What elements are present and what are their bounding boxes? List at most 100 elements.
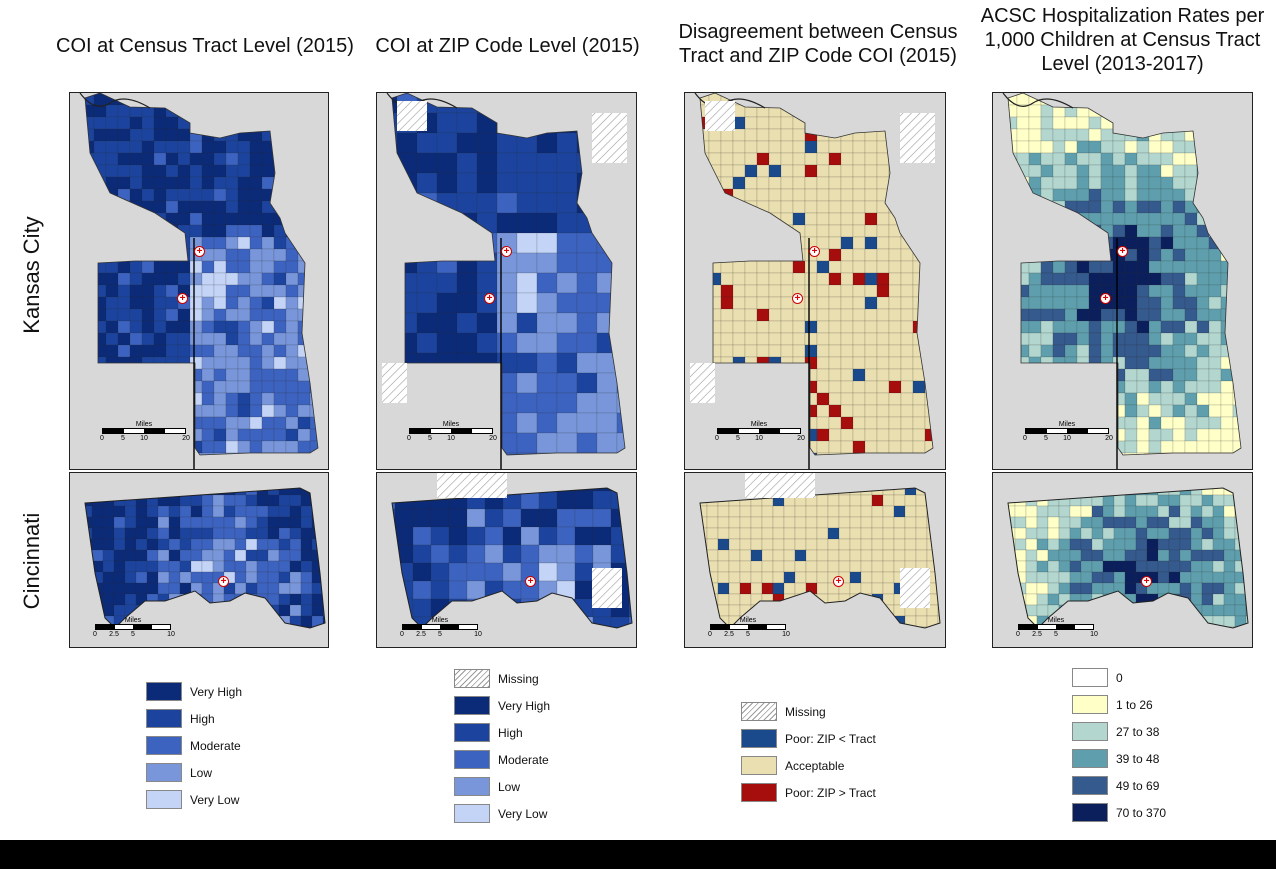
- scale-tick: 0: [708, 631, 712, 638]
- legend-label: Moderate: [190, 738, 241, 753]
- legend-swatch: [741, 756, 777, 775]
- scale-bar: Miles 0 2.5 5 10: [93, 617, 175, 640]
- legend-label: Very Low: [498, 806, 548, 821]
- scale-tick: 10: [755, 435, 763, 442]
- scale-bar-segments: [102, 428, 186, 434]
- scale-tick: 2.5: [724, 631, 734, 638]
- legend-disagreement: Missing Poor: ZIP < Tract Acceptable Poor: …: [741, 698, 876, 806]
- legend-swatch: [1072, 695, 1108, 714]
- legend-label: Very Low: [190, 792, 240, 807]
- legend-item: Very High: [146, 678, 242, 705]
- scale-tick: 0: [400, 631, 404, 638]
- scale-tick: 10: [1063, 435, 1071, 442]
- scale-tick: 5: [736, 435, 740, 442]
- scale-tick: 20: [489, 435, 497, 442]
- scale-tick: 0: [93, 631, 97, 638]
- footer-band: [0, 840, 1276, 869]
- scale-tick: 10: [782, 631, 790, 638]
- hospital-icon: +: [501, 246, 512, 257]
- hospital-icon: +: [1141, 576, 1152, 587]
- scale-bar: Miles 0 2.5 5 10: [400, 617, 482, 640]
- legend-swatch: [146, 682, 182, 701]
- scale-tick: 10: [1090, 631, 1098, 638]
- legend-item: Low: [454, 773, 550, 800]
- scale-unit: Miles: [431, 617, 449, 624]
- legend-swatch: [1072, 803, 1108, 822]
- scale-unit: Miles: [135, 421, 153, 428]
- scale-bar-segments: [95, 624, 171, 630]
- legend-item: 49 to 69: [1072, 772, 1166, 799]
- scale-tick: 0: [715, 435, 719, 442]
- legend-swatch: [741, 783, 777, 802]
- hospital-icon: +: [484, 293, 495, 304]
- legend-item: 0: [1072, 664, 1166, 691]
- legend-label: Acceptable: [785, 758, 845, 773]
- legend-label: Moderate: [498, 752, 549, 767]
- legend-item: High: [454, 719, 550, 746]
- scale-tick: 2.5: [109, 631, 119, 638]
- legend-item: Moderate: [454, 746, 550, 773]
- hospital-icon: +: [792, 293, 803, 304]
- legend-label: 1 to 26: [1116, 697, 1153, 712]
- legend-item: High: [146, 705, 242, 732]
- legend-item: Acceptable: [741, 752, 876, 779]
- legend-label: 49 to 69: [1116, 778, 1160, 793]
- map-kc-disagreement: Miles 0 5 10 20 + +: [684, 92, 946, 470]
- legend-label: Poor: ZIP > Tract: [785, 785, 876, 800]
- column-title-coi-tract: COI at Census Tract Level (2015): [56, 35, 354, 57]
- scale-tick: 10: [474, 631, 482, 638]
- scale-tick: 5: [746, 631, 750, 638]
- map-kc-coi-tract: Miles 0 5 10 20 + +: [69, 92, 329, 470]
- scale-tick: 5: [428, 435, 432, 442]
- legend-label: Very High: [190, 684, 243, 699]
- row-label-kansas-city: Kansas City: [19, 216, 44, 334]
- hospital-icon: +: [809, 246, 820, 257]
- hospital-icon: +: [194, 246, 205, 257]
- scale-unit: Miles: [750, 421, 768, 428]
- scale-tick: 20: [182, 435, 190, 442]
- scale-tick: 2.5: [1032, 631, 1042, 638]
- scale-tick: 20: [797, 435, 805, 442]
- legend-label: Very High: [498, 698, 551, 713]
- legend-label: Low: [498, 779, 521, 794]
- hospital-icon: +: [1100, 293, 1111, 304]
- scale-tick: 5: [1044, 435, 1048, 442]
- scale-tick: 0: [100, 435, 104, 442]
- legend-swatch: [741, 702, 777, 721]
- legend-item: Low: [146, 759, 242, 786]
- scale-bar: Miles 0 5 10 20: [407, 421, 497, 444]
- scale-unit: Miles: [124, 617, 142, 624]
- column-title-coi-zip: COI at ZIP Code Level (2015): [375, 35, 640, 57]
- scale-bar-segments: [1018, 624, 1094, 630]
- legend-swatch: [146, 790, 182, 809]
- scale-tick: 5: [121, 435, 125, 442]
- scale-bar: Miles 0 5 10 20: [100, 421, 190, 444]
- legend-item: Missing: [741, 698, 876, 725]
- legend-item: 1 to 26: [1072, 691, 1166, 718]
- map-cin-coi-zip: Miles 0 2.5 5 10 +: [376, 472, 637, 648]
- legend-label: High: [498, 725, 523, 740]
- legend-swatch: [454, 696, 490, 715]
- legend-label: Missing: [785, 704, 826, 719]
- scale-tick: 2.5: [416, 631, 426, 638]
- legend-swatch: [146, 763, 182, 782]
- legend-swatch: [454, 804, 490, 823]
- legend-swatch: [146, 736, 182, 755]
- scale-tick: 0: [1023, 435, 1027, 442]
- hospital-icon: +: [525, 576, 536, 587]
- legend-item: Moderate: [146, 732, 242, 759]
- legend-label: 70 to 370: [1116, 805, 1167, 820]
- scale-bar-segments: [409, 428, 493, 434]
- map-cin-disagreement: Miles 0 2.5 5 10 +: [684, 472, 946, 648]
- scale-unit: Miles: [739, 617, 757, 624]
- scale-tick: 0: [407, 435, 411, 442]
- legend-item: 27 to 38: [1072, 718, 1166, 745]
- legend-acsc: 0 1 to 26 27 to 38 39 to 48 49 to 69 70 to 37…: [1072, 664, 1166, 826]
- legend-swatch: [454, 750, 490, 769]
- legend-swatch: [1072, 776, 1108, 795]
- legend-label: Missing: [498, 671, 539, 686]
- row-label-cincinnati: Cincinnati: [19, 512, 44, 610]
- legend-label: Low: [190, 765, 213, 780]
- scale-bar: Miles 0 2.5 5 10: [1016, 617, 1098, 640]
- scale-bar-segments: [1025, 428, 1109, 434]
